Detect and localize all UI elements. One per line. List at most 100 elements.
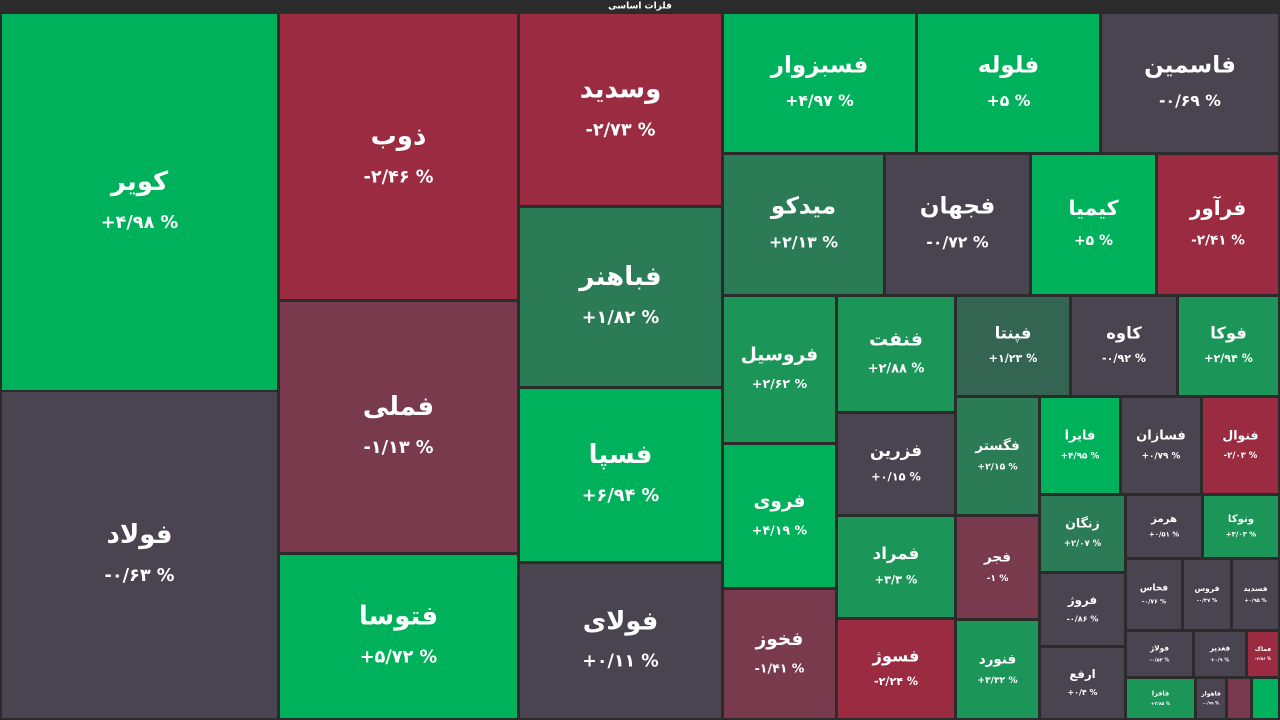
tile-name: فولای	[583, 606, 659, 636]
tile-name: فنفت	[869, 328, 923, 350]
tile-label: -۲/۰۳ %	[1224, 451, 1258, 461]
tile-label: +۲/۸۸ %	[868, 362, 925, 377]
tile-name: هرمز	[1150, 514, 1177, 525]
tile	[1127, 632, 1192, 676]
tile-label: -۱/۴۱ %	[755, 660, 805, 675]
tile	[280, 555, 517, 718]
tile-name: کاوه	[1106, 323, 1142, 342]
tile-label: +۲/۸۵ %	[1151, 701, 1171, 707]
tile-label: +۰/۹ %	[1211, 657, 1230, 663]
tile	[1158, 155, 1278, 294]
tile	[1184, 560, 1230, 629]
tile-label: +۰/۱۱ %	[582, 652, 658, 672]
tile	[1041, 496, 1124, 571]
tile	[520, 564, 721, 718]
tile-label: +۴/۹۸ %	[101, 213, 179, 233]
tile	[1127, 560, 1181, 629]
tile	[1041, 648, 1124, 718]
tile-name: فملی	[363, 392, 434, 422]
tile	[520, 14, 721, 205]
tile	[1041, 574, 1124, 645]
tile-label: +۲/۱۵ %	[977, 461, 1017, 472]
tile-label: -۰/۹۲ %	[1102, 352, 1146, 365]
tile	[1248, 632, 1278, 676]
tile-label: +۵/۷۲ %	[360, 647, 438, 667]
tile	[724, 155, 883, 294]
tile-label: +۵ %	[987, 91, 1031, 110]
tile	[520, 389, 721, 561]
tile	[1032, 155, 1155, 294]
tile-label: -۰/۷۶ %	[1142, 599, 1166, 606]
tile-label: +۰/۱۵ %	[871, 469, 921, 483]
tile-name: فخوز	[755, 629, 804, 650]
tile-label: -۰/۶۳ %	[104, 566, 174, 586]
tile-name: فروی	[753, 491, 805, 512]
tile	[1041, 398, 1119, 493]
tile-label: -۰/۳۷ %	[1197, 598, 1218, 604]
tile-label: +۰/۴ %	[1068, 688, 1098, 697]
tile-label: +۴/۱۹ %	[752, 522, 808, 537]
tile-name: فولاد	[106, 520, 172, 550]
tile-label: -۰/۷۲ %	[926, 233, 989, 252]
tile	[886, 155, 1029, 294]
tile-name: فروس	[1194, 584, 1219, 593]
tile-name: ذوب	[371, 122, 427, 152]
tile-name: فولاژ	[1149, 644, 1169, 653]
tile-name: فزرین	[870, 441, 922, 461]
tile-label: -۰/۸۶ %	[1067, 614, 1099, 623]
tile-label: +۲/۶۲ %	[752, 376, 808, 391]
tile-name: فگستر	[974, 437, 1019, 454]
tile-label: -۱/۱۳ %	[363, 438, 433, 458]
tile-name: فروسیل	[741, 345, 818, 366]
tile	[1203, 398, 1278, 493]
tile-label: +۳/۳ %	[875, 572, 918, 586]
tile-name: فنوال	[1222, 428, 1258, 443]
tile	[1179, 297, 1278, 395]
tile	[838, 414, 954, 514]
tile	[280, 14, 517, 299]
tile-label: -۰/۵۳ %	[1150, 657, 1170, 663]
tile-name: فماک	[1255, 645, 1271, 653]
tile-label: +۵ %	[1074, 233, 1113, 249]
tile-name: فسپا	[589, 440, 653, 470]
tile-label: -۲/۵۶ %	[1255, 656, 1271, 661]
tile	[957, 398, 1038, 514]
tile-name: فخاس	[1140, 583, 1168, 593]
tile-name: فاسمین	[1144, 52, 1236, 78]
tile	[957, 297, 1069, 395]
tile-label: -۱ %	[987, 573, 1009, 584]
tile-unlabeled	[1228, 679, 1250, 718]
tile-name: فرآور	[1189, 195, 1246, 220]
tile	[838, 517, 954, 617]
tile-label: -۲/۴۱ %	[1191, 233, 1245, 249]
tile-name: فوکا	[1210, 323, 1247, 342]
tile	[520, 208, 721, 386]
tile-name: فغدیر	[1209, 644, 1231, 653]
tile-name: وسدید	[580, 75, 662, 105]
tile	[2, 14, 277, 390]
tile	[1127, 496, 1201, 557]
tile	[724, 445, 835, 587]
tile-name: فاهواز	[1200, 691, 1221, 698]
tile-label: -۲/۷۳ %	[585, 120, 655, 140]
tile-label: -۰/۹۹ %	[1203, 700, 1219, 705]
tile-label: +۳/۰۳ %	[1226, 531, 1256, 539]
tile-name: فنورد	[979, 651, 1017, 667]
tile	[724, 14, 915, 152]
tile-label: +۰/۵۱ %	[1149, 531, 1179, 539]
tile-name: فروژ	[1067, 593, 1097, 608]
tile-name: کویر	[109, 167, 169, 197]
tile-name: میدکو	[770, 194, 836, 220]
tile	[957, 621, 1038, 718]
tile-name: فسدید	[1243, 584, 1267, 593]
tile-label: +۴/۹۷ %	[785, 91, 854, 110]
tile-label: +۲/۹۴ %	[1204, 352, 1253, 365]
tile-name: فتوسا	[359, 602, 438, 632]
tile-name: فسبزوار	[770, 52, 869, 78]
tile	[1122, 398, 1200, 493]
tile-label: +۲/۱۳ %	[769, 233, 838, 252]
tile	[957, 517, 1038, 618]
chart-title: فلزات اساسی	[608, 2, 672, 12]
tile	[1072, 297, 1176, 395]
